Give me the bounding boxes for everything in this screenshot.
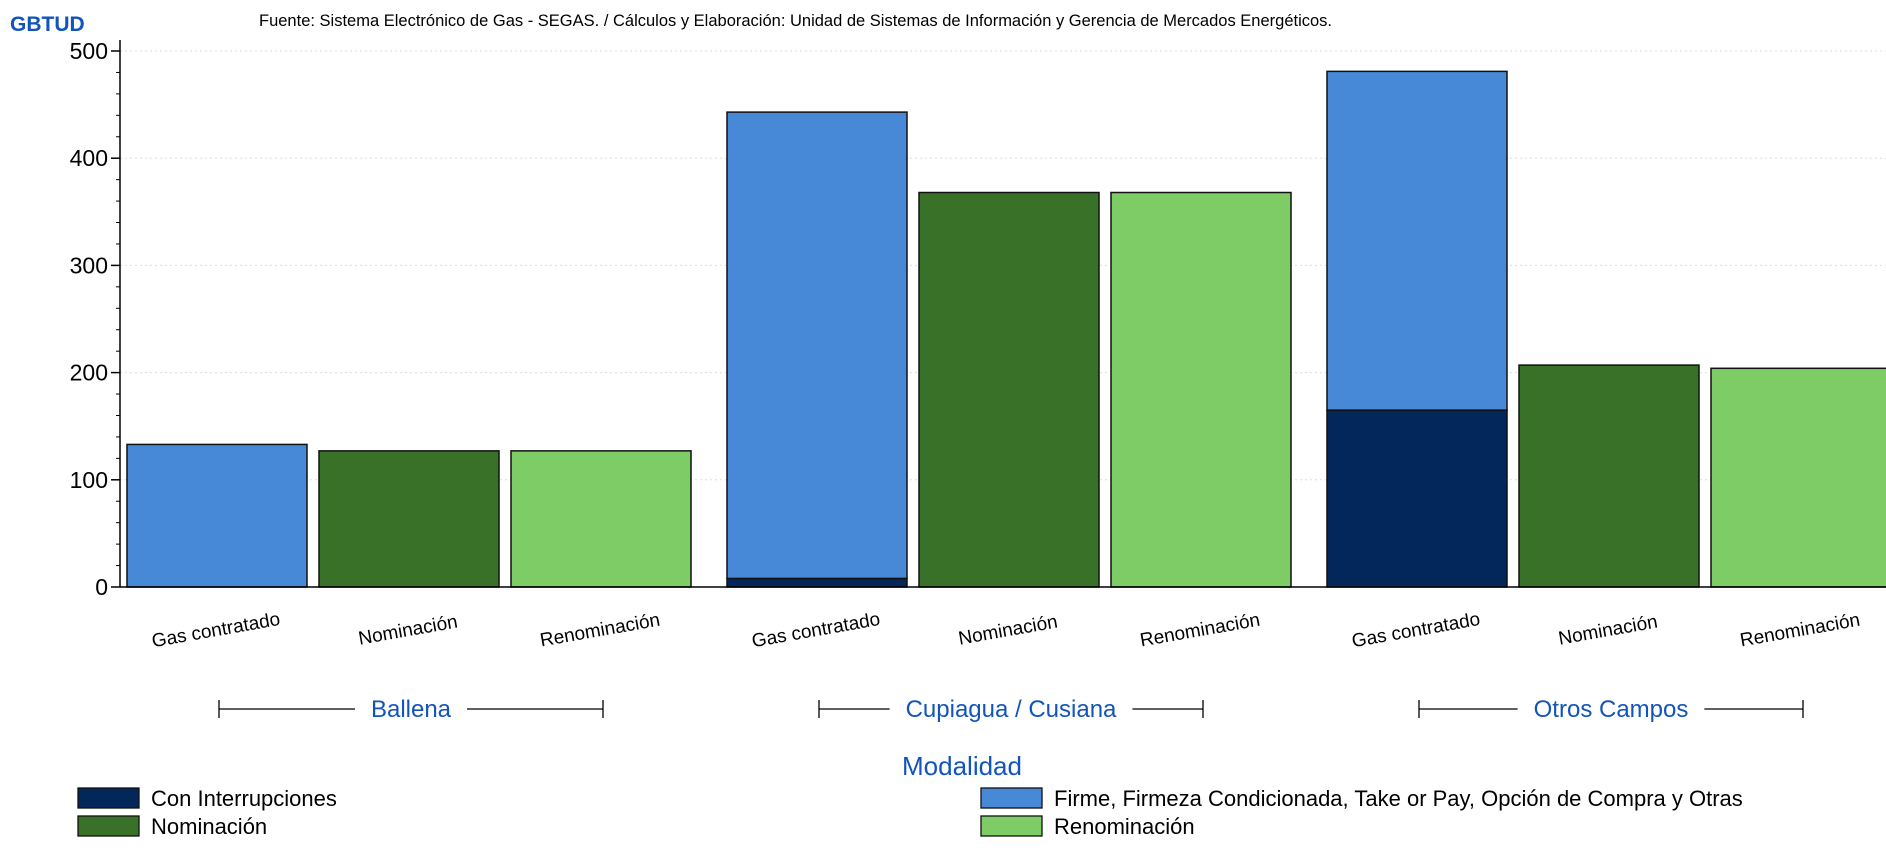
x-axis-title: Modalidad xyxy=(902,751,1022,781)
legend-label: Renominación xyxy=(1054,814,1195,839)
y-tick-label: 200 xyxy=(70,360,108,386)
legend: Con Interrupciones Firme, Firmeza Condici… xyxy=(77,786,1743,839)
x-tick-label: Nominación xyxy=(1557,612,1659,650)
bar-segment xyxy=(126,443,308,588)
source-note: Fuente: Sistema Electrónico de Gas - SEG… xyxy=(259,12,1332,30)
group-label: Otros Campos xyxy=(1534,696,1689,723)
y-axis-title: GBTUD xyxy=(10,13,85,36)
x-tick-label: Nominación xyxy=(357,612,459,650)
bar-segment xyxy=(318,450,500,588)
bar-segment xyxy=(510,450,692,588)
legend-label: Nominación xyxy=(151,814,267,839)
bar-segment xyxy=(1110,191,1292,588)
x-tick-label: Nominación xyxy=(957,612,1059,650)
axes: 0 100 200 300 400 500 xyxy=(70,38,1886,600)
bar-segment xyxy=(1518,364,1700,588)
y-tick-label: 400 xyxy=(70,145,108,171)
x-tick-label: Gas contratado xyxy=(750,609,882,652)
bar-segment xyxy=(726,577,908,588)
y-tick-label: 100 xyxy=(70,467,108,493)
legend-swatch xyxy=(980,815,1043,837)
x-tick-label: Renominación xyxy=(1738,610,1861,652)
y-tick-label: 300 xyxy=(70,252,108,278)
bar-segment xyxy=(1326,70,1508,411)
y-tick-label: 500 xyxy=(70,38,108,64)
bar-segment xyxy=(918,191,1100,588)
x-tick-labels: Gas contratado Nominación Renominación Gas … xyxy=(150,609,1861,652)
group-label: Cupiagua / Cusiana xyxy=(906,696,1117,723)
x-tick-label: Renominación xyxy=(1138,610,1261,652)
legend-swatch xyxy=(980,787,1043,809)
x-tick-label: Gas contratado xyxy=(1350,609,1482,652)
x-tick-label: Renominación xyxy=(538,610,661,652)
group-labels: Ballena Cupiagua / Cusiana Otros Campos xyxy=(218,696,1804,723)
bar-segment xyxy=(1326,409,1508,588)
bar-segment xyxy=(726,111,908,580)
legend-swatch xyxy=(77,787,140,809)
legend-swatch xyxy=(77,815,140,837)
legend-label: Con Interrupciones xyxy=(151,786,337,811)
bar-segment xyxy=(1710,367,1886,588)
legend-label: Firme, Firmeza Condicionada, Take or Pay… xyxy=(1054,786,1743,811)
x-tick-label: Gas contratado xyxy=(150,609,282,652)
y-tick-label: 0 xyxy=(95,574,108,600)
bars-layer xyxy=(126,70,1886,588)
group-label: Ballena xyxy=(371,696,452,723)
